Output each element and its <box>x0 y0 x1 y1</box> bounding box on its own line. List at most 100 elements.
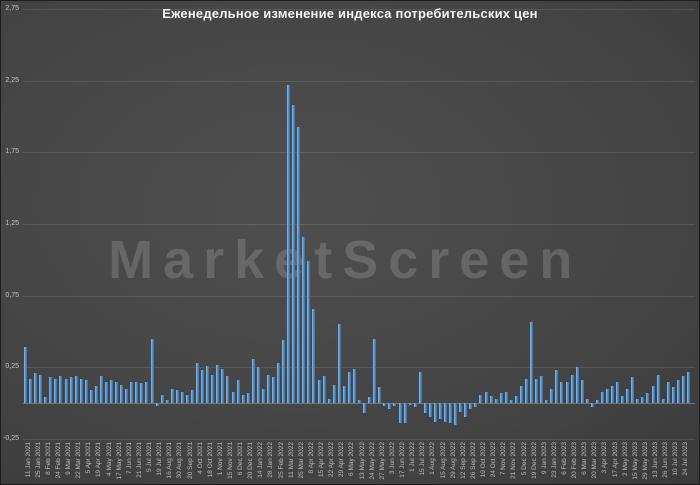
bar <box>666 381 670 404</box>
gridline <box>23 367 695 369</box>
bar <box>398 403 402 424</box>
bar <box>469 403 473 409</box>
bar <box>590 403 594 408</box>
y-tick-label: 1,25 <box>5 220 19 227</box>
bar <box>115 381 119 404</box>
bar <box>180 391 184 404</box>
x-tick-label: 5 Jul 2021 <box>146 442 154 472</box>
bar <box>352 368 356 404</box>
x-tick-label: 7 Jun 2021 <box>125 442 133 475</box>
x-tick-label: 15 May 2023 <box>631 442 639 480</box>
bar <box>261 388 265 404</box>
bar <box>545 400 549 404</box>
x-tick-label: 20 Dec 2021 <box>247 442 255 479</box>
x-tick-label: 3 Jun 2022 <box>388 442 396 475</box>
bar <box>433 403 437 422</box>
bar <box>105 381 108 404</box>
bar <box>565 381 569 404</box>
bar <box>135 381 139 404</box>
bar <box>302 236 306 404</box>
bars-layer <box>23 9 691 439</box>
x-tick-label: 11 Mar 2022 <box>287 442 295 479</box>
bar <box>24 347 28 404</box>
bar <box>641 397 645 404</box>
bar <box>99 375 103 404</box>
x-tick-label: 24 Feb 2021 <box>54 442 62 479</box>
x-tick-label: 21 Jun 2021 <box>135 442 143 478</box>
bar <box>595 400 599 404</box>
x-tick-label: 7 Nov 2022 <box>500 442 508 476</box>
x-tick-label: 15 Aug 2022 <box>439 442 447 479</box>
bar <box>530 321 534 404</box>
bar <box>297 126 301 404</box>
bar <box>211 374 215 404</box>
bar <box>575 367 579 404</box>
bar <box>651 386 655 404</box>
x-tick-label: 19 Jul 2021 <box>156 442 164 476</box>
x-tick-label: 22 Mar 2021 <box>75 442 83 479</box>
bar <box>600 391 604 404</box>
bar <box>170 388 174 404</box>
bar <box>150 338 154 404</box>
y-tick-label: 2,75 <box>5 5 19 12</box>
bar <box>322 375 326 404</box>
bar <box>59 375 63 404</box>
bar <box>241 394 245 404</box>
bar <box>676 380 680 404</box>
bar <box>499 393 503 404</box>
bar <box>216 364 220 404</box>
x-tick-label: 14 Jan 2022 <box>257 442 265 478</box>
x-tick-label: 12 Sep 2022 <box>459 442 467 479</box>
bar <box>454 403 458 425</box>
x-tick-label: 20 Sep 2021 <box>186 442 194 479</box>
gridline <box>23 295 695 297</box>
x-tick-label: 30 Aug 2021 <box>176 442 184 479</box>
bar <box>79 378 83 404</box>
bar <box>231 391 235 404</box>
bar <box>611 386 615 404</box>
bar <box>656 374 660 404</box>
bar <box>206 365 210 404</box>
bar <box>525 378 529 404</box>
bar <box>570 374 574 404</box>
bar <box>681 375 685 404</box>
x-tick-label: 22 Apr 2022 <box>328 442 336 478</box>
x-tick-label: 19 Apr 2021 <box>95 442 103 478</box>
bar <box>464 403 468 418</box>
bar <box>580 380 584 404</box>
bar <box>29 378 33 404</box>
bar <box>201 370 205 404</box>
bar <box>337 324 341 404</box>
bar <box>94 386 98 404</box>
x-tick-label: 8 Feb 2021 <box>44 442 52 475</box>
y-tick-label: 2,25 <box>5 76 19 84</box>
bar <box>540 375 544 404</box>
bar <box>671 387 675 404</box>
x-tick-label: 27 May 2022 <box>378 442 386 480</box>
x-tick-label: 26 Jun 2023 <box>662 442 670 478</box>
x-tick-label: 9 Mar 2021 <box>65 442 73 475</box>
x-tick-label: 25 Jan 2021 <box>34 442 42 478</box>
bar <box>661 398 665 404</box>
bar <box>332 384 336 404</box>
x-tick-label: 4 Oct 2021 <box>196 442 204 474</box>
bar <box>519 386 523 404</box>
x-tick-label: 20 Mar 2023 <box>591 442 599 479</box>
y-tick-label: 0,25 <box>5 363 19 371</box>
x-tick-label: 8 Apr 2022 <box>307 442 315 474</box>
bar <box>621 396 625 404</box>
x-tick-label: 16 Aug 2021 <box>166 442 174 479</box>
bar <box>555 370 559 404</box>
gridline <box>23 80 695 82</box>
gridline <box>23 152 695 154</box>
bar <box>140 383 144 404</box>
bar <box>585 398 589 404</box>
bar <box>378 387 382 404</box>
x-tick-label: 26 Sep 2022 <box>469 442 477 479</box>
bar <box>479 394 483 404</box>
bar <box>626 388 630 404</box>
x-tick-label: 11 Jan 2021 <box>24 442 32 478</box>
bar <box>363 403 367 414</box>
bar <box>636 398 640 404</box>
x-tick-label: 9 Jan 2023 <box>540 442 548 475</box>
